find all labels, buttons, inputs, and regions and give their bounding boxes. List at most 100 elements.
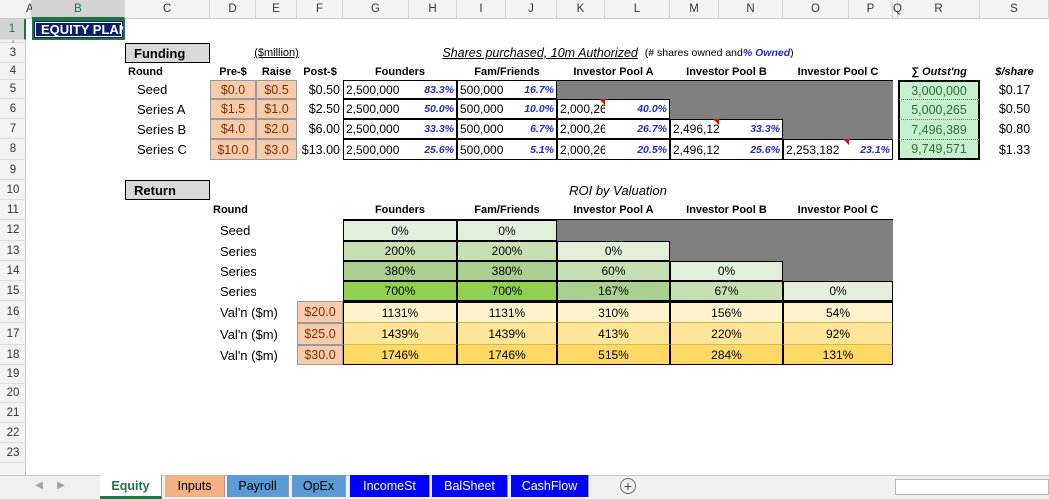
shares-owned: 2,500,000 xyxy=(346,82,400,97)
roi-valuation-cell-pool-a: 413% xyxy=(557,323,670,345)
raise-input[interactable]: $2.0 xyxy=(256,119,297,139)
column-header-j[interactable]: J xyxy=(506,0,557,19)
row-header-13[interactable]: 13 xyxy=(0,241,26,261)
title-cell[interactable]: EQUITY PLAN xyxy=(32,19,125,40)
funding-header-pool-a: Investor Pool A xyxy=(573,65,654,78)
column-header-o[interactable]: O xyxy=(783,0,849,19)
add-sheet-button[interactable]: + xyxy=(620,478,636,494)
scroll-right-icon[interactable]: ▶ xyxy=(57,480,65,491)
row-header-12[interactable]: 12 xyxy=(0,220,26,241)
post-money-value: $2.50 xyxy=(308,102,340,116)
raise-input[interactable]: $0.5 xyxy=(256,80,297,99)
row-header-17[interactable]: 17 xyxy=(0,323,26,345)
shares-owned: 2,500,000 xyxy=(346,102,400,116)
pre-money-input[interactable]: $0.0 xyxy=(210,80,256,99)
shares-owned: 2,000,265 xyxy=(560,142,605,157)
row-header-14[interactable]: 14 xyxy=(0,261,26,281)
pre-money-input[interactable]: $4.0 xyxy=(210,119,256,139)
row-header-18[interactable]: 18 xyxy=(0,345,26,365)
empty-block xyxy=(670,241,893,261)
return-section-label: Return xyxy=(125,180,210,200)
shares-owned: 2,000,265 xyxy=(560,122,605,136)
return-header-founders: Founders xyxy=(343,200,457,220)
row-header-21[interactable]: 21 xyxy=(0,403,26,423)
roi-cell-fam: 0% xyxy=(457,220,557,241)
column-header-a[interactable]: A xyxy=(26,0,34,19)
sheet-tab-balsheet[interactable]: BalSheet xyxy=(432,475,508,497)
percent-owned: 5.1% xyxy=(530,143,554,156)
price-per-share: $0.17 xyxy=(998,82,1031,97)
shares-cell-fam xyxy=(457,99,557,119)
column-header-d[interactable]: D xyxy=(210,0,256,19)
roi-cell-founders: 200% xyxy=(343,241,457,261)
column-header-f[interactable]: F xyxy=(297,0,343,19)
valuation-input[interactable]: $20.0 xyxy=(297,301,343,323)
row-header-23[interactable]: 23 xyxy=(0,443,26,463)
sheet-tab-equity[interactable]: Equity xyxy=(100,475,162,499)
column-header-h[interactable]: H xyxy=(409,0,457,19)
column-header-r[interactable]: R xyxy=(898,0,980,19)
raise-input[interactable]: $3.0 xyxy=(256,139,297,160)
column-header-k[interactable]: K xyxy=(557,0,605,19)
sheet-tab-payroll[interactable]: Payroll xyxy=(227,475,289,497)
roi-valuation-cell-pool-b: 156% xyxy=(670,301,783,323)
column-header-s[interactable]: S xyxy=(980,0,1049,19)
sheet-tab-cashflow[interactable]: CashFlow xyxy=(511,475,589,497)
price-per-share: $0.50 xyxy=(998,102,1031,116)
sheet-tab-opex[interactable]: OpEx xyxy=(292,475,346,497)
column-header-m[interactable]: M xyxy=(670,0,719,19)
roi-valuation-cell-pool-b: 284% xyxy=(670,345,783,365)
row-header-3[interactable]: 3 xyxy=(0,43,26,63)
row-header-7[interactable]: 7 xyxy=(0,119,26,139)
roi-valuation-cell-pool-c: 54% xyxy=(783,301,893,323)
column-header-i[interactable]: I xyxy=(457,0,506,19)
round-label: Series C xyxy=(137,142,187,157)
row-header-15[interactable]: 15 xyxy=(0,281,26,301)
row-header-20[interactable]: 20 xyxy=(0,384,26,403)
row-header-4[interactable]: 4 xyxy=(0,63,26,80)
column-header-b[interactable]: B xyxy=(32,0,125,19)
price-per-share: $1.33 xyxy=(998,142,1031,157)
outstanding-value: 3,000,000 xyxy=(898,80,980,99)
row-header-5[interactable]: 5 xyxy=(0,80,26,99)
column-header-g[interactable]: G xyxy=(343,0,409,19)
column-header-p[interactable]: P xyxy=(849,0,893,19)
outstanding-value: 9,749,571 xyxy=(898,139,980,160)
column-header-c[interactable]: C xyxy=(125,0,210,19)
column-header-l[interactable]: L xyxy=(605,0,670,19)
column-header-n[interactable]: N xyxy=(719,0,783,19)
outstanding-value: 5,000,265 xyxy=(898,99,980,119)
row-header-2[interactable]: 2 xyxy=(0,40,26,44)
valuation-input[interactable]: $30.0 xyxy=(297,345,343,365)
percent-owned: 26.7% xyxy=(637,123,667,135)
sheet-tab-inputs[interactable]: Inputs xyxy=(165,475,225,497)
valuation-label: Val'n ($m) xyxy=(220,304,278,320)
row-header-10[interactable]: 10 xyxy=(0,180,26,200)
shares-cell-fam xyxy=(457,139,557,160)
price-per-share: $0.80 xyxy=(998,122,1031,136)
post-money-value: $13.00 xyxy=(301,142,340,157)
valuation-label: Val'n ($m) xyxy=(220,326,278,342)
row-header-bar: 1 2 3 4 5 6 7 8 9 10 11 12 13 14 15 16 17 18 19 20 21 22 23 xyxy=(0,19,26,475)
column-header-e[interactable]: E xyxy=(256,0,297,19)
row-header-8[interactable]: 8 xyxy=(0,139,26,160)
valuation-input[interactable]: $25.0 xyxy=(297,323,343,345)
pre-money-input[interactable]: $10.0 xyxy=(210,139,256,160)
horizontal-scrollbar[interactable] xyxy=(895,479,1049,495)
pre-money-input[interactable]: $1.5 xyxy=(210,99,256,119)
sheet-tab-incomest[interactable]: IncomeSt xyxy=(350,475,430,497)
row-header-22[interactable]: 22 xyxy=(0,423,26,443)
row-header-9[interactable]: 9 xyxy=(0,160,26,180)
roi-title: ROI by Valuation xyxy=(569,182,667,198)
empty-block xyxy=(670,99,893,119)
row-header-11[interactable]: 11 xyxy=(0,200,26,220)
row-header-1[interactable]: 1 xyxy=(0,19,26,40)
roi-cell-pool-c: 0% xyxy=(783,281,893,301)
column-header-q[interactable]: Q xyxy=(893,0,902,19)
row-header-19[interactable]: 19 xyxy=(0,365,26,384)
row-header-6[interactable]: 6 xyxy=(0,99,26,119)
raise-input[interactable]: $1.0 xyxy=(256,99,297,119)
scroll-left-icon[interactable]: ◀ xyxy=(35,480,43,491)
row-header-16[interactable]: 16 xyxy=(0,301,26,323)
percent-owned: 6.7% xyxy=(530,123,554,135)
